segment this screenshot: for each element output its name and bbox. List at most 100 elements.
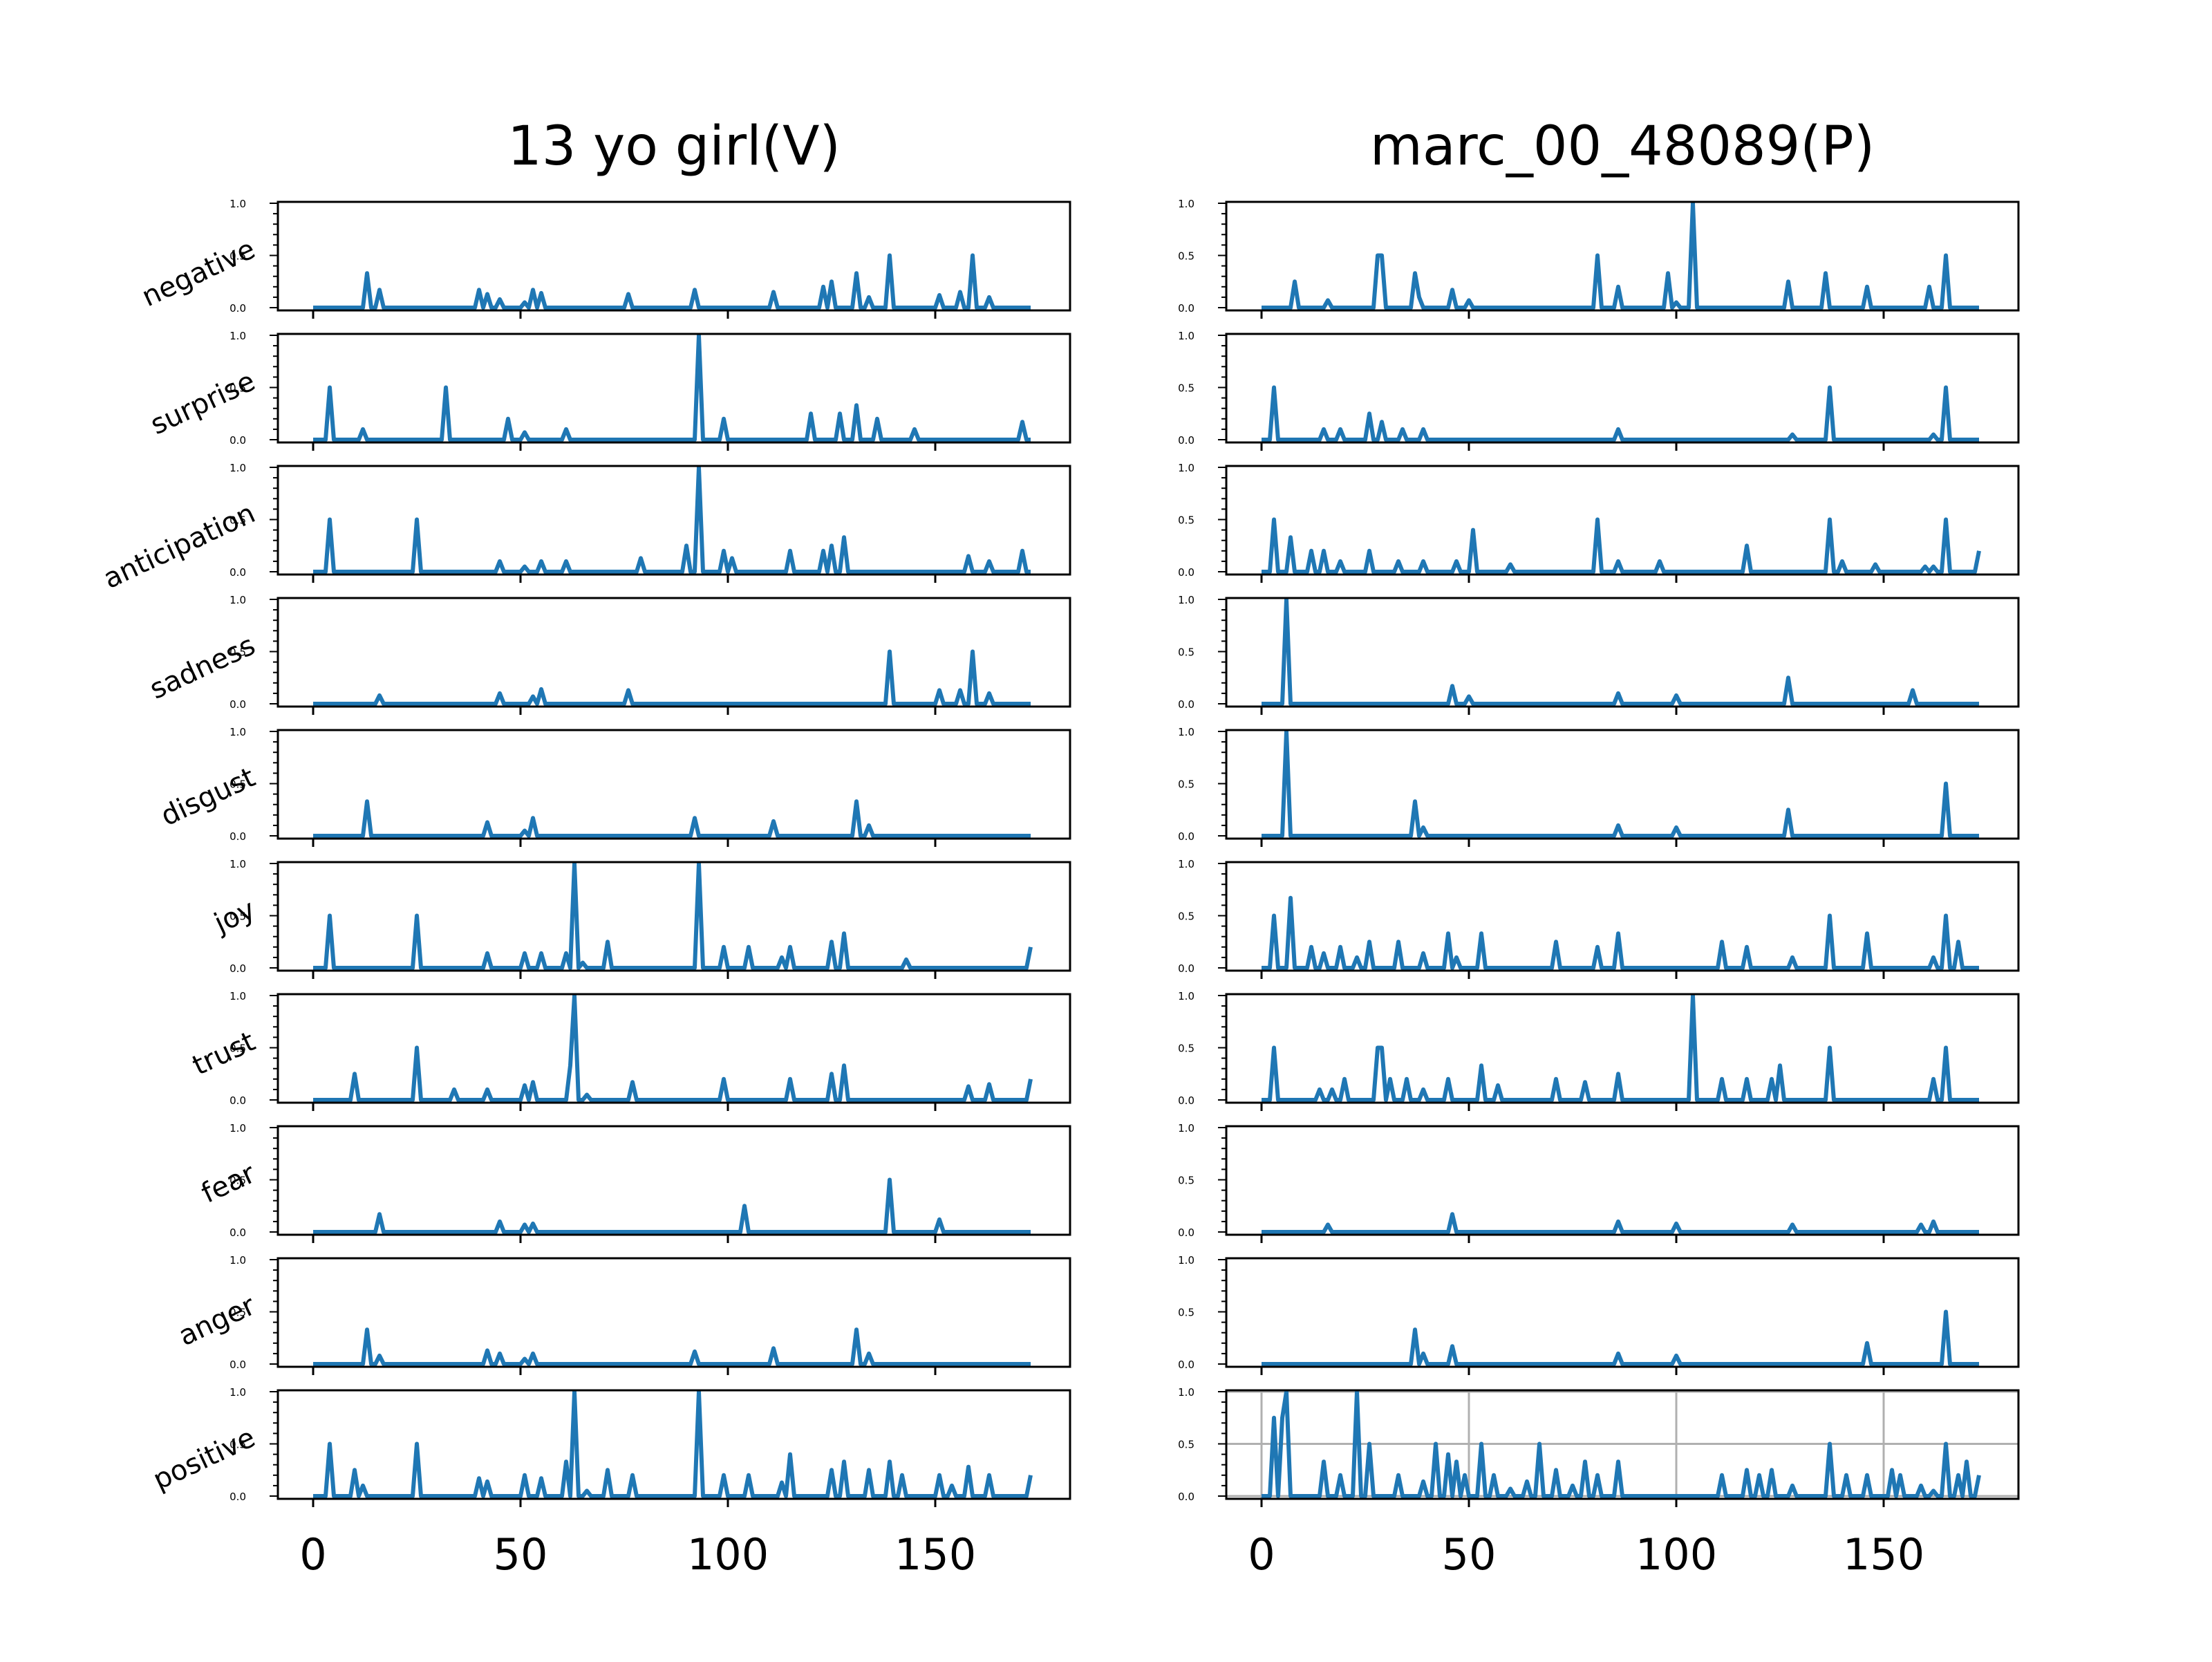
x-tick-label-1-3: 150 (1843, 1529, 1924, 1580)
series-line-1-anticipation (1262, 517, 1981, 574)
series-line-0-joy (313, 861, 1033, 970)
x-tick-label-0-3: 150 (894, 1529, 976, 1580)
subplot-frame-1-1 (1225, 333, 2020, 444)
y-tick-label-0-8-2: 1.0 (229, 1254, 246, 1267)
series-line-0-disgust (313, 799, 1031, 838)
y-tick-label-1-5-0: 0.0 (1178, 962, 1194, 975)
y-tick-label-1-0-1: 0.5 (1178, 250, 1194, 263)
y-tick-label-1-6-0: 0.0 (1178, 1094, 1194, 1107)
y-tick-label-1-5-1: 0.5 (1178, 911, 1194, 923)
y-tick-label-0-9-1: 0.5 (229, 1439, 246, 1451)
y-tick-label-0-4-1: 0.5 (229, 778, 246, 791)
subplot-frame-1-0 (1225, 200, 2020, 312)
y-tick-label-1-7-2: 1.0 (1178, 1122, 1194, 1135)
series-line-1-positive (1262, 1390, 1981, 1498)
subplot-frame-1-8 (1225, 1257, 2020, 1368)
series-line-1-joy (1262, 895, 1979, 970)
y-tick-label-1-4-1: 0.5 (1178, 778, 1194, 791)
y-tick-label-0-5-1: 0.5 (229, 911, 246, 923)
series-line-0-fear (313, 1177, 1031, 1234)
row-label-trust: trust (188, 1025, 261, 1081)
row-label-sadness: sadness (145, 629, 261, 705)
y-tick-label-0-1-1: 0.5 (229, 382, 246, 395)
series-line-1-trust (1262, 993, 1979, 1102)
y-tick-label-1-2-0: 0.0 (1178, 566, 1194, 579)
y-tick-label-0-3-0: 0.0 (229, 698, 246, 711)
y-tick-label-0-2-1: 0.5 (229, 514, 246, 527)
y-tick-label-1-6-2: 1.0 (1178, 990, 1194, 1002)
series-line-0-surprise (313, 333, 1031, 442)
y-tick-label-0-4-2: 1.0 (229, 726, 246, 738)
y-tick-label-0-9-2: 1.0 (229, 1386, 246, 1399)
subplot-frame-1-4 (1225, 729, 2020, 840)
panel-title-0: 13 yo girl(V) (507, 115, 841, 178)
y-tick-label-1-3-2: 1.0 (1178, 594, 1194, 606)
x-tick-label-0-1: 50 (494, 1529, 548, 1580)
x-tick-label-1-1: 50 (1442, 1529, 1497, 1580)
y-tick-label-1-1-2: 1.0 (1178, 330, 1194, 342)
row-label-joy: joy (209, 893, 260, 940)
y-tick-label-0-6-2: 1.0 (229, 990, 246, 1002)
y-tick-label-1-2-1: 0.5 (1178, 514, 1194, 527)
y-tick-label-0-0-2: 1.0 (229, 198, 246, 210)
y-tick-label-0-1-2: 1.0 (229, 330, 246, 342)
x-tick-label-0-0: 0 (299, 1529, 326, 1580)
subplot-frame-0-3 (276, 597, 1071, 708)
y-tick-label-1-7-0: 0.0 (1178, 1226, 1194, 1239)
y-tick-label-0-4-0: 0.0 (229, 830, 246, 843)
y-tick-label-1-1-1: 0.5 (1178, 382, 1194, 395)
y-tick-label-1-4-2: 1.0 (1178, 726, 1194, 738)
series-line-1-anger (1262, 1309, 1979, 1366)
y-tick-label-1-2-2: 1.0 (1178, 462, 1194, 474)
series-line-1-surprise (1262, 385, 1979, 442)
subplot-frame-1-2 (1225, 465, 2020, 576)
series-line-1-negative (1262, 201, 1979, 310)
y-tick-label-1-9-2: 1.0 (1178, 1386, 1194, 1399)
row-label-disgust: disgust (156, 761, 261, 832)
subplot-frame-0-6 (276, 993, 1071, 1104)
y-tick-label-0-7-2: 1.0 (229, 1122, 246, 1135)
y-tick-label-0-7-1: 0.5 (229, 1175, 246, 1187)
y-tick-label-1-1-0: 0.0 (1178, 434, 1194, 447)
y-tick-label-0-0-0: 0.0 (229, 302, 246, 315)
subplot-frame-1-7 (1225, 1125, 2020, 1236)
y-tick-label-1-0-2: 1.0 (1178, 198, 1194, 210)
series-line-0-anticipation (313, 465, 1031, 574)
y-tick-label-1-3-0: 0.0 (1178, 698, 1194, 711)
y-tick-label-1-9-1: 0.5 (1178, 1439, 1194, 1451)
subplot-frame-0-9 (276, 1389, 1071, 1500)
series-line-0-trust (313, 993, 1033, 1102)
y-tick-label-1-8-2: 1.0 (1178, 1254, 1194, 1267)
series-line-1-sadness (1262, 597, 1979, 706)
row-label-positive: positive (149, 1421, 261, 1496)
y-tick-label-1-6-1: 0.5 (1178, 1043, 1194, 1055)
y-tick-label-0-0-1: 0.5 (229, 250, 246, 263)
y-tick-label-1-8-0: 0.0 (1178, 1358, 1194, 1371)
y-tick-label-1-4-0: 0.0 (1178, 830, 1194, 843)
series-line-0-negative (313, 253, 1031, 310)
y-tick-label-0-6-0: 0.0 (229, 1094, 246, 1107)
y-tick-label-0-3-1: 0.5 (229, 646, 246, 659)
subplot-frame-1-3 (1225, 597, 2020, 708)
x-tick-label-1-2: 100 (1635, 1529, 1717, 1580)
y-tick-label-0-2-2: 1.0 (229, 462, 246, 474)
row-label-anticipation: anticipation (99, 497, 261, 595)
subplot-frame-0-4 (276, 729, 1071, 840)
subplot-frame-0-2 (276, 465, 1071, 576)
y-tick-label-0-5-0: 0.0 (229, 962, 246, 975)
y-tick-label-0-2-0: 0.0 (229, 566, 246, 579)
panel-title-1: marc_00_48089(P) (1370, 115, 1875, 178)
subplot-frame-0-0 (276, 200, 1071, 312)
row-label-surprise: surprise (146, 365, 260, 441)
y-tick-label-0-5-2: 1.0 (229, 858, 246, 870)
row-label-anger: anger (174, 1289, 260, 1352)
subplot-frame-0-5 (276, 861, 1071, 972)
y-tick-label-0-1-0: 0.0 (229, 434, 246, 447)
x-tick-label-1-0: 0 (1248, 1529, 1275, 1580)
y-tick-label-1-9-0: 0.0 (1178, 1491, 1194, 1503)
y-tick-label-0-8-0: 0.0 (229, 1358, 246, 1371)
y-tick-label-0-8-1: 0.5 (229, 1307, 246, 1319)
y-tick-label-1-5-2: 1.0 (1178, 858, 1194, 870)
